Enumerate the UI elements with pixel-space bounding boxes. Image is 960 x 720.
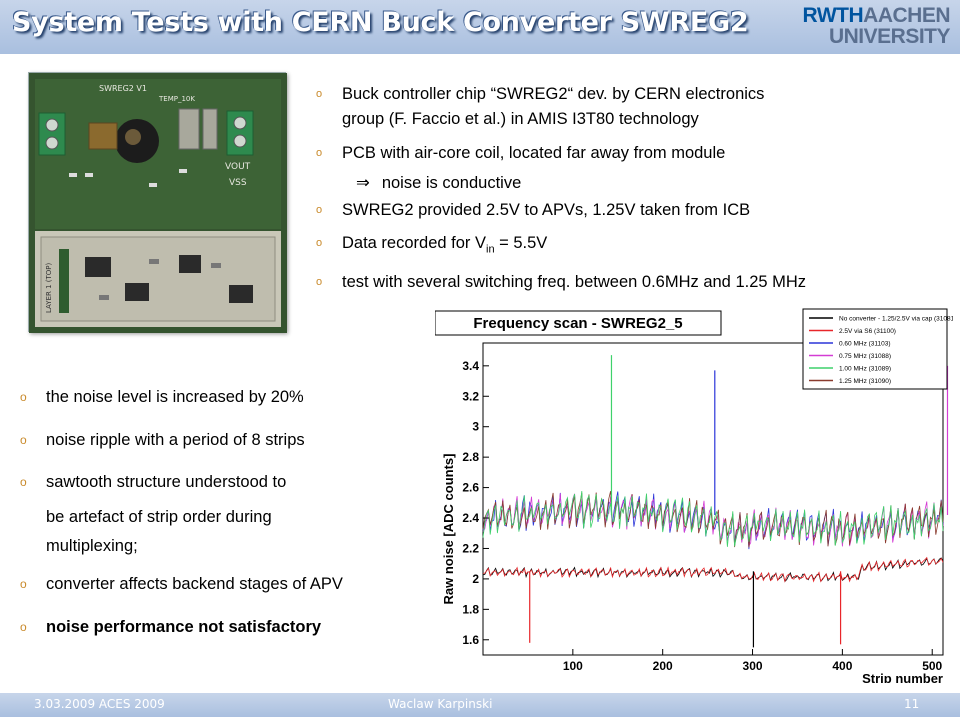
chart-title: Frequency scan - SWREG2_5 bbox=[473, 315, 682, 332]
sub-bullet-conductive: ⇒ noise is conductive bbox=[356, 173, 521, 193]
bullet-text: Buck controller chip “SWREG2“ dev. by CE… bbox=[342, 85, 765, 103]
bullet-text: noise ripple with a period of 8 strips bbox=[46, 431, 305, 449]
pcb-label-layer: LAYER 1 (TOP) bbox=[45, 262, 53, 313]
bullet-text: PCB with air-core coil, located far away… bbox=[342, 144, 726, 162]
x-tick-label: 100 bbox=[563, 659, 583, 673]
legend-label: 1.00 MHz (31089) bbox=[839, 366, 891, 373]
footer-author: Waclaw Karpinski bbox=[388, 697, 493, 711]
bullet-text: SWREG2 provided 2.5V to APVs, 1.25V take… bbox=[342, 201, 751, 219]
pcb-label-swreg: SWREG2 V1 bbox=[99, 84, 147, 93]
bullet-text: noise is conductive bbox=[381, 174, 522, 192]
x-tick-label: 200 bbox=[653, 659, 673, 673]
bullet-marker: o bbox=[20, 620, 27, 634]
footer-page-number: 11 bbox=[904, 697, 920, 711]
frequency-scan-plot: 1.6 1.8 2 2.2 2.4 2.6 2.8 3 3.2 3.4 100 200 300 400 50… bbox=[434, 303, 956, 686]
series-line bbox=[482, 556, 944, 583]
bullet-text: converter affects backend stages of APV bbox=[46, 575, 343, 593]
y-tick-label: 1.6 bbox=[462, 633, 479, 647]
y-tick-label: 2.8 bbox=[462, 450, 479, 464]
bullet-text: sawtooth structure understood to bbox=[46, 473, 287, 491]
legend-label: 0.75 MHz (31088) bbox=[839, 353, 891, 360]
rwth-logo: RWTHAACHEN UNIVERSITY bbox=[800, 4, 951, 48]
y-tick-label: 1.8 bbox=[462, 602, 479, 616]
bullet-marker: o bbox=[20, 390, 27, 404]
bullet-marker: o bbox=[316, 204, 323, 216]
bullet-buck-controller: o Buck controller chip “SWREG2“ dev. by … bbox=[316, 84, 765, 104]
x-axis-label: Strip number bbox=[862, 671, 943, 683]
footer-date-event: 3.03.2009 ACES 2009 bbox=[34, 697, 165, 711]
bullet-sawtooth-cont2: multiplexing; bbox=[46, 537, 138, 555]
pcb-label-vss: VSS bbox=[229, 178, 247, 188]
slide-footer: 3.03.2009 ACES 2009 Waclaw Karpinski 11 bbox=[0, 693, 960, 717]
bullet-pcb-coil: o PCB with air-core coil, located far aw… bbox=[316, 143, 726, 163]
y-tick-label: 3.4 bbox=[462, 359, 479, 373]
x-tick-label: 400 bbox=[832, 659, 852, 673]
y-tick-label: 2.4 bbox=[462, 511, 479, 525]
frequency-scan-chart: 1.6 1.8 2 2.2 2.4 2.6 2.8 3 3.2 3.4 100 200 300 400 50… bbox=[434, 303, 956, 686]
bullet-text: noise performance not satisfactory bbox=[46, 618, 322, 636]
bullet-marker: o bbox=[316, 88, 323, 100]
y-tick-label: 3.2 bbox=[462, 389, 479, 403]
legend-label: 0.60 MHz (31103) bbox=[839, 341, 891, 348]
bullet-sawtooth: o sawtooth structure understood to bbox=[20, 472, 287, 492]
y-tick-label: 2.6 bbox=[462, 481, 479, 495]
legend-label: 1.25 MHz (31090) bbox=[839, 378, 891, 385]
x-tick-label: 300 bbox=[743, 659, 763, 673]
y-tick-label: 2.2 bbox=[462, 541, 479, 555]
legend-label: No converter - 1.25/2.5V via cap (31081) bbox=[839, 316, 953, 323]
bullet-text: the noise level is increased by 20% bbox=[46, 388, 304, 406]
bullet-swreg2-provided: o SWREG2 provided 2.5V to APVs, 1.25V ta… bbox=[316, 200, 751, 220]
implies-arrow-icon: ⇒ bbox=[356, 173, 370, 192]
logo-rwth: RWTH bbox=[802, 4, 864, 27]
x-tick-label: 500 bbox=[922, 659, 942, 673]
bullet-marker: o bbox=[20, 577, 27, 591]
bullet-marker: o bbox=[20, 433, 27, 447]
bullet-marker: o bbox=[316, 276, 323, 288]
bullet-marker: o bbox=[20, 475, 27, 489]
series-line bbox=[482, 490, 944, 547]
bullet-text: Data recorded for V bbox=[342, 234, 486, 252]
bullet-marker: o bbox=[316, 147, 323, 159]
pcb-illustration: SWREG2 V1 TEMP_10K VOUT VSS LAYER 1 (TOP… bbox=[29, 73, 287, 333]
slide-title: System Tests with CERN Buck Converter SW… bbox=[12, 7, 749, 38]
bullet-converter-affects: o converter affects backend stages of AP… bbox=[20, 574, 343, 594]
bullet-data-recorded: o Data recorded for Vin = 5.5V bbox=[316, 233, 548, 259]
pcb-photo: SWREG2 V1 TEMP_10K VOUT VSS LAYER 1 (TOP… bbox=[28, 72, 287, 333]
bullet-noise-increased: o the noise level is increased by 20% bbox=[20, 387, 304, 407]
pcb-label-temp: TEMP_10K bbox=[158, 95, 195, 103]
bullet-switching-freq: o test with several switching freq. betw… bbox=[316, 272, 807, 292]
pcb-label-vout: VOUT bbox=[225, 162, 251, 172]
vin-subscript: in bbox=[486, 243, 495, 256]
plot-frame bbox=[482, 342, 944, 656]
bullet-not-satisfactory: o noise performance not satisfactory bbox=[20, 617, 322, 637]
chart-title-box bbox=[434, 310, 722, 336]
bullet-buck-controller-cont: group (F. Faccio et al.) in AMIS I3T80 t… bbox=[342, 110, 699, 128]
y-tick-label: 2 bbox=[472, 572, 479, 586]
bullet-text: test with several switching freq. betwee… bbox=[342, 273, 807, 291]
y-axis-label: Raw noise [ADC counts] bbox=[441, 454, 456, 605]
legend-box bbox=[802, 308, 948, 390]
bullet-text-end: = 5.5V bbox=[494, 234, 548, 252]
slide-header: System Tests with CERN Buck Converter SW… bbox=[0, 0, 960, 54]
logo-university: UNIVERSITY bbox=[828, 25, 951, 48]
bullet-noise-ripple: o noise ripple with a period of 8 strips bbox=[20, 430, 305, 450]
bullet-sawtooth-cont1: be artefact of strip order during bbox=[46, 508, 272, 526]
y-tick-label: 3 bbox=[472, 420, 479, 434]
legend-label: 2.5V via S6 (31100) bbox=[839, 328, 896, 335]
bullet-marker: o bbox=[316, 237, 323, 249]
logo-aachen: AACHEN bbox=[863, 4, 950, 27]
